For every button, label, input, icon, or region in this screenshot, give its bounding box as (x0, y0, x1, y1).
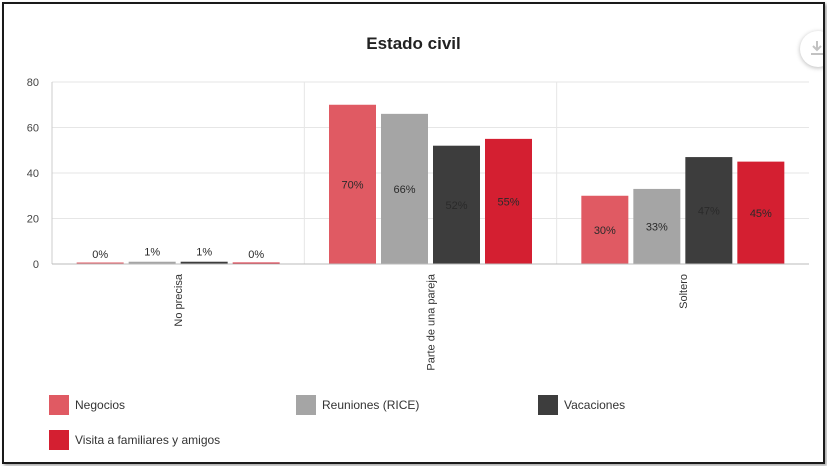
download-icon (811, 41, 823, 55)
bar[interactable] (685, 157, 733, 264)
legend-label: Visita a familiares y amigos (75, 433, 221, 447)
grid-lines (52, 81, 809, 264)
legend-item[interactable]: Reuniones (RICE) (296, 395, 419, 415)
x-tick-label: Soltero (678, 274, 690, 309)
bar[interactable] (180, 261, 228, 264)
bar[interactable] (128, 261, 176, 264)
data-label: 66% (393, 184, 415, 196)
legend-swatch (538, 395, 558, 415)
data-label: 0% (92, 249, 108, 261)
data-label: 55% (497, 196, 519, 208)
y-tick-label: 40 (27, 168, 39, 180)
legend-label: Reuniones (RICE) (322, 398, 420, 412)
bar[interactable] (381, 113, 428, 264)
bar[interactable] (737, 161, 785, 264)
bar[interactable] (433, 145, 480, 264)
bar[interactable] (329, 104, 376, 264)
bar[interactable] (633, 188, 681, 264)
y-tick-label: 80 (27, 77, 39, 89)
bars-group: 0% 1% 1% 0% 70% 66% 52% 55% 30% 33% 47% 45% (76, 104, 785, 265)
axes-group: 0 20 40 60 80 No precisa Parte de una pareja So… (27, 77, 809, 371)
data-label: 45% (750, 208, 772, 220)
data-label: 1% (196, 247, 212, 259)
x-tick-label: Parte de una pareja (426, 273, 438, 371)
bar[interactable] (485, 138, 532, 264)
bar[interactable] (76, 262, 124, 265)
legend-label: Negocios (75, 398, 126, 412)
chart-title: Estado civil (366, 34, 461, 53)
data-label: 0% (248, 249, 264, 261)
bar[interactable] (232, 262, 280, 265)
y-tick-label: 60 (27, 123, 39, 135)
legend-label: Vacaciones (564, 398, 626, 412)
x-tick-label: No precisa (173, 273, 185, 326)
data-label: 33% (646, 221, 668, 233)
legend-item[interactable]: Vacaciones (538, 395, 625, 415)
legend-swatch (296, 395, 316, 415)
data-label: 30% (594, 225, 616, 237)
y-tick-label: 20 (27, 214, 39, 226)
bar[interactable] (581, 195, 629, 264)
download-button[interactable] (800, 31, 823, 67)
bar-chart: 0% 1% 1% 0% 70% 66% 52% 55% 30% 33% 47% 45% 0 20 40 60… (27, 77, 809, 371)
data-label: 52% (445, 200, 467, 212)
legend-item[interactable]: Negocios (49, 395, 125, 415)
y-tick-label: 0 (33, 259, 39, 271)
legend-swatch (49, 430, 69, 450)
data-label: 47% (698, 206, 720, 218)
legend-item[interactable]: Visita a familiares y amigos (49, 430, 220, 450)
data-label: 1% (144, 247, 160, 259)
legend-swatch (49, 395, 69, 415)
data-label: 70% (341, 179, 363, 191)
